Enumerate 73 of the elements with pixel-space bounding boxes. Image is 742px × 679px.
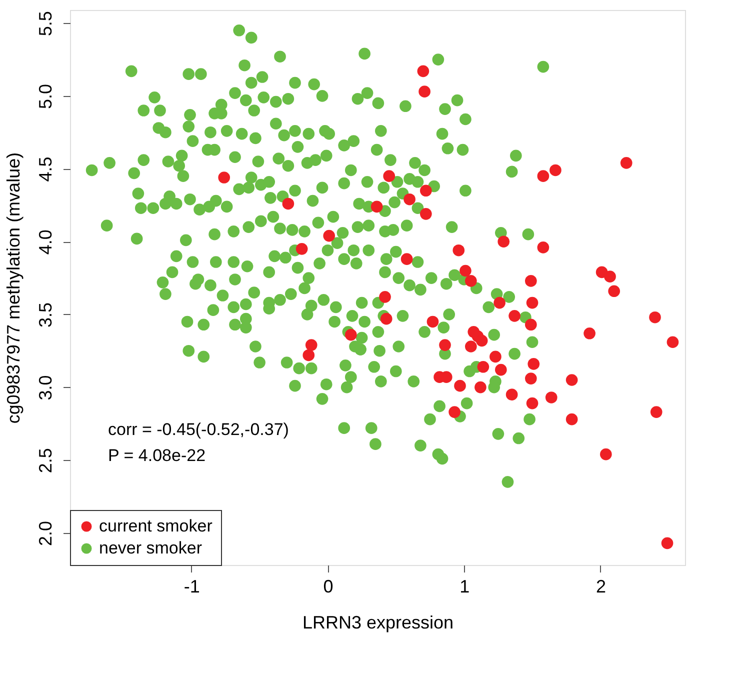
point <box>464 340 477 352</box>
point <box>460 264 472 277</box>
point <box>477 360 490 373</box>
point <box>379 291 391 303</box>
point <box>524 372 537 384</box>
point <box>506 388 518 400</box>
y-tick-label: 4.5 <box>36 156 56 182</box>
point <box>537 170 550 182</box>
point <box>528 358 540 370</box>
y-tick-label: 4.0 <box>36 230 56 255</box>
point <box>296 242 308 255</box>
point <box>404 193 416 206</box>
point <box>494 296 506 309</box>
point <box>649 311 661 324</box>
point <box>608 285 620 298</box>
point <box>494 364 507 376</box>
legend-label: current smoker <box>99 516 213 536</box>
point <box>476 334 488 347</box>
y-tick-label: 2.5 <box>36 448 56 474</box>
point <box>666 336 679 348</box>
point <box>448 406 460 418</box>
y-axis-title: cg09837977 methylation (mvalue) <box>4 152 24 424</box>
point <box>600 448 612 460</box>
point <box>454 380 466 392</box>
y-tick-label: 3.0 <box>36 375 56 400</box>
point <box>490 350 502 363</box>
point <box>526 296 538 309</box>
point <box>282 198 294 210</box>
point <box>584 327 596 340</box>
legend-label: never smoker <box>99 538 202 558</box>
point <box>218 172 230 184</box>
y-tick-label: 3.5 <box>36 302 56 328</box>
point <box>323 230 336 242</box>
point <box>418 86 430 98</box>
x-tick-label: 0 <box>323 576 334 596</box>
point <box>526 397 538 410</box>
point <box>305 339 318 351</box>
point <box>537 242 550 254</box>
x-tick-label: -1 <box>184 576 200 596</box>
point <box>524 275 537 287</box>
point <box>302 349 315 362</box>
annotation: corr = -0.45(-0.52,-0.37) <box>108 420 289 439</box>
point <box>545 392 558 404</box>
y-tick-label: 2.0 <box>36 520 56 546</box>
point <box>420 184 432 197</box>
x-tick-label: 1 <box>460 576 470 596</box>
point <box>604 270 616 282</box>
point <box>344 328 357 341</box>
y-tick-label: 5.0 <box>36 84 56 109</box>
x-tick-label: 2 <box>596 576 606 596</box>
point <box>417 65 430 78</box>
point <box>439 339 451 351</box>
y-tick-label: 5.5 <box>36 11 56 36</box>
annotation: P = 4.08e-22 <box>108 446 206 465</box>
point <box>508 310 520 322</box>
point <box>550 164 562 176</box>
x-axis-title: LRRN3 expression <box>302 612 454 632</box>
point <box>661 537 674 550</box>
point <box>426 316 439 328</box>
point <box>464 275 477 287</box>
point <box>420 208 432 220</box>
point <box>380 312 392 325</box>
point <box>524 318 537 331</box>
point <box>400 253 413 265</box>
point <box>474 381 486 394</box>
point <box>370 200 383 213</box>
point <box>650 406 662 418</box>
point <box>452 244 465 256</box>
point <box>383 170 396 182</box>
point <box>498 236 510 248</box>
point <box>566 374 578 386</box>
point <box>620 157 632 169</box>
point <box>566 413 578 426</box>
